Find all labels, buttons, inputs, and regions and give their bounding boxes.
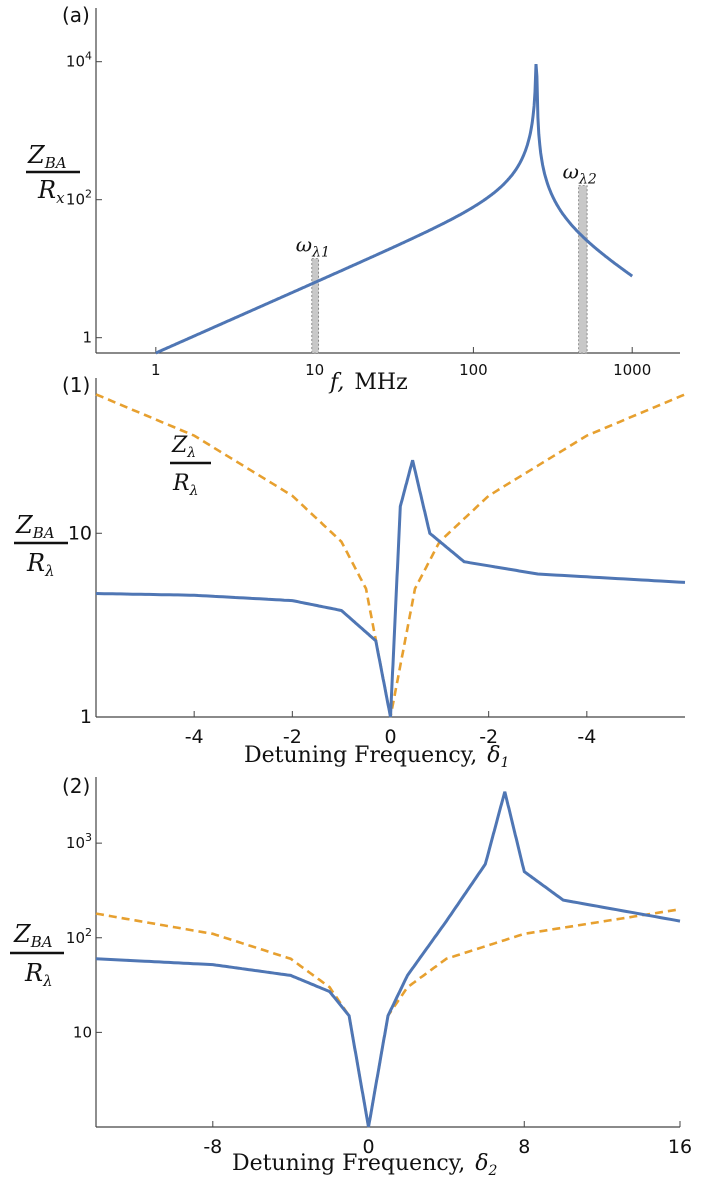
x-tick-label-2: -8 [203, 1136, 222, 1158]
y-tick-label-a: 102 [66, 188, 92, 209]
panel-1-ylabel: ZBA Rλ [14, 511, 68, 580]
svg-text:ZBA: ZBA [13, 920, 53, 951]
panel-2-ylabel: ZBA Rλ [10, 920, 64, 990]
y-tick-label-a: 104 [66, 50, 92, 71]
x-tick-label-2: 16 [668, 1136, 692, 1158]
x-tick-label-1: -4 [577, 726, 596, 748]
series-1-z-ba [95, 459, 686, 718]
panel-1-ticks: -4 -2 0 -2 -4 1 10 [68, 522, 596, 748]
panel-2-label: (2) [62, 774, 90, 798]
y-tick-label-1: 1 [80, 706, 92, 728]
panel-a-xlabel: f, MHz [328, 370, 408, 395]
x-tick-label-a: 100 [459, 361, 488, 379]
svg-text:Rλ: Rλ [24, 959, 53, 990]
panel-1-label: (1) [62, 373, 90, 397]
x-tick-label-a: 10 [305, 361, 324, 379]
series-1-label: Zλ Rλ [170, 433, 211, 499]
panel-1-xlabel: Detuning Frequency, δ1 [244, 743, 509, 771]
band-omega-lambda1-label: ωλ1 [296, 233, 330, 261]
x-tick-label-1: -2 [479, 726, 498, 748]
panel-2-xlabel: Detuning Frequency, δ2 [232, 1151, 497, 1179]
x-tick-label-1: -4 [185, 726, 204, 748]
panel-a-ylabel: ZBA Rx [26, 141, 80, 207]
panel-1: (1) -4 -2 0 -2 -4 1 10 Zλ Rλ ZBA Rλ Detuning F… [14, 373, 686, 771]
x-tick-label-a: 1000 [613, 361, 651, 379]
y-tick-label-a: 1 [82, 329, 92, 347]
panel-a-ticks: 1 10 100 1000 1 102 104 [66, 50, 651, 379]
series-2-z-ba [95, 791, 681, 1128]
panel-2-ticks: -8 0 8 16 10 102 103 [66, 831, 692, 1158]
panel-a: (a) 1 10 100 1000 1 102 104 ωλ1 ωλ2 ZBA Rx f, … [26, 3, 680, 395]
svg-text:Rλ: Rλ [172, 471, 198, 499]
svg-text:ZBA: ZBA [15, 511, 55, 542]
band-omega-lambda2 [578, 185, 588, 354]
x-tick-label-1: -2 [283, 726, 302, 748]
y-tick-label-1: 10 [68, 522, 92, 544]
panel-a-label: (a) [62, 3, 90, 27]
x-tick-label-1: 0 [384, 726, 396, 748]
y-tick-label-2: 102 [66, 926, 92, 947]
panel-2: (2) -8 0 8 16 10 102 103 ZBA Rλ Detuning Frequ… [10, 774, 692, 1179]
band-omega-lambda2-label: ωλ2 [563, 160, 597, 188]
x-tick-label-a: 1 [151, 361, 161, 379]
x-tick-label-2: 8 [518, 1136, 530, 1158]
y-tick-label-2: 10 [73, 1023, 92, 1041]
svg-text:Rx: Rx [37, 176, 65, 207]
svg-text:Zλ: Zλ [171, 433, 196, 461]
band-omega-lambda1 [311, 258, 320, 354]
x-tick-label-2: 0 [362, 1136, 374, 1158]
y-tick-label-2: 103 [66, 831, 92, 852]
svg-text:ZBA: ZBA [27, 141, 67, 172]
svg-text:Rλ: Rλ [26, 549, 55, 580]
series-a-impedance [155, 63, 634, 355]
